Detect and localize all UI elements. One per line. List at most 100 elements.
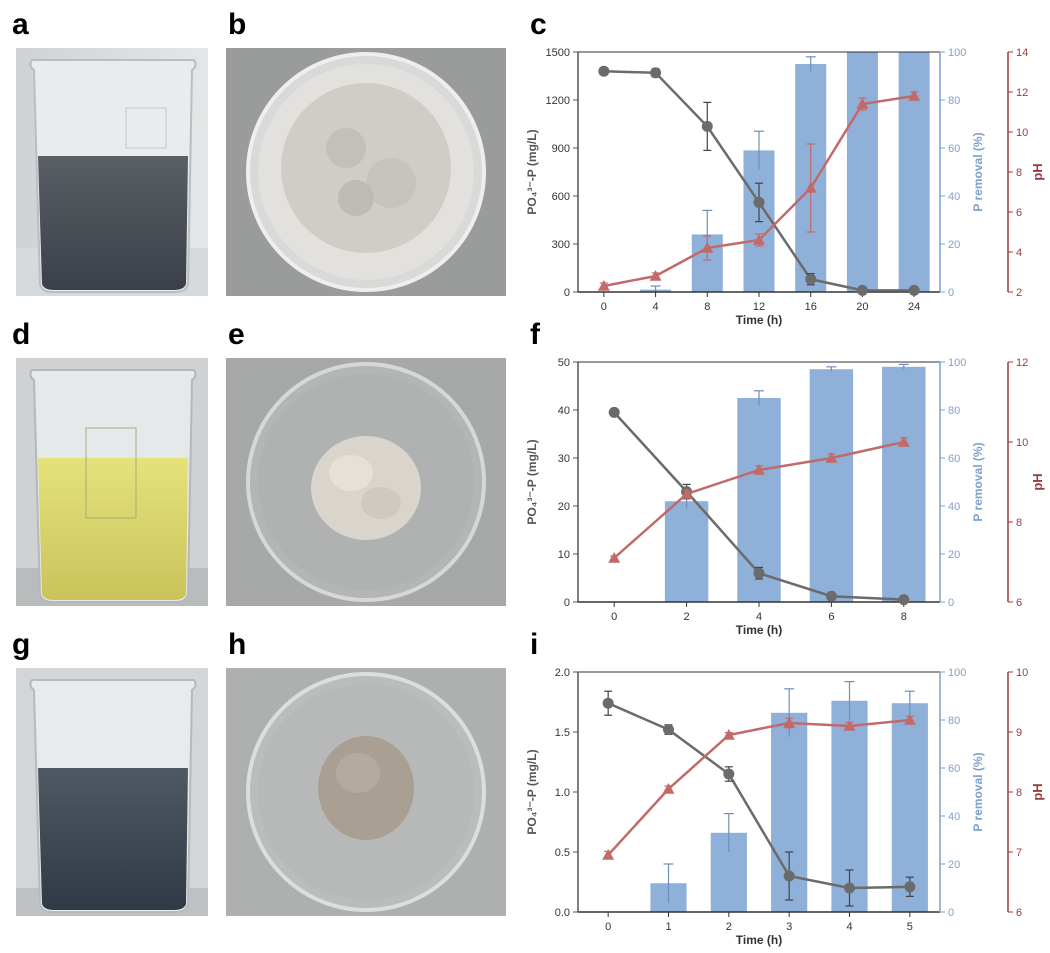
x-tick-label-2: 2 [726, 921, 732, 933]
phosphate-point-1 [663, 724, 674, 736]
left-tick-label-4: 40 [558, 405, 570, 417]
right1-tick-label-1: 20 [948, 239, 960, 251]
ph-point-3 [753, 234, 765, 245]
right1-tick-label-2: 40 [948, 811, 960, 823]
bar-removal-6 [898, 52, 930, 292]
phosphate-point-4 [844, 882, 855, 894]
right1-tick-label-2: 40 [948, 501, 960, 513]
ph-point-0 [602, 849, 615, 860]
phosphate-point-3 [753, 196, 765, 208]
left-tick-label-3: 900 [552, 143, 570, 155]
left-tick-label-2: 600 [552, 191, 570, 203]
right1-tick-label-5: 100 [948, 667, 966, 679]
right2-tick-label-1: 4 [1016, 247, 1022, 259]
ph-point-2 [753, 464, 765, 475]
x-tick-label-3: 6 [828, 611, 834, 623]
y-axis-label-ph: pH [1030, 783, 1045, 800]
chart-panel-i: 0.0 0.5 1.0 1.5 2.0 0 20 40 60 80 100 6 7 8 9 10 0 1 2 3 4 5 T… [520, 660, 1050, 950]
x-tick-label-1: 2 [684, 611, 690, 623]
ph-point-0 [608, 552, 621, 563]
bar-removal-5 [846, 52, 878, 292]
ph-point-5 [903, 714, 916, 725]
ph-point-4 [897, 436, 910, 447]
phosphate-line [607, 702, 910, 890]
panel-letter-c: c [530, 8, 547, 41]
phosphate-point-4 [898, 594, 910, 606]
right2-tick-label-3: 9 [1016, 727, 1022, 739]
right1-tick-label-2: 40 [948, 191, 960, 203]
phosphate-point-2 [701, 120, 713, 132]
x-tick-label-5: 5 [907, 921, 913, 933]
left-tick-label-2: 20 [558, 501, 570, 513]
left-tick-label-4: 2.0 [555, 667, 570, 679]
right2-tick-label-0: 6 [1016, 597, 1022, 609]
left-tick-label-1: 10 [558, 549, 570, 561]
x-tick-label-3: 12 [753, 301, 765, 313]
chart-svg-f: 0 10 20 30 40 50 0 20 40 60 80 100 6 8 10 12 0 2 4 6 8 Time (… [525, 357, 1045, 637]
ph-line [607, 718, 910, 856]
right2-tick-label-2: 6 [1016, 207, 1022, 219]
right1-tick-label-4: 80 [948, 715, 960, 727]
phosphate-point-4 [805, 273, 817, 285]
phosphate-point-5 [904, 881, 916, 893]
x-tick-label-6: 24 [908, 301, 920, 313]
left-tick-label-1: 300 [552, 239, 570, 251]
photo-petri-dish-granules-e [226, 358, 506, 606]
ph-point-1 [680, 488, 693, 499]
x-tick-label-4: 16 [805, 301, 817, 313]
panel-letter-i: i [530, 628, 539, 661]
x-tick-label-0: 0 [611, 611, 617, 623]
left-tick-label-0: 0 [564, 597, 570, 609]
left-tick-label-2: 1.0 [555, 787, 570, 799]
photo-petri-dish-grey-powder-h [226, 668, 506, 916]
bar-removal-3 [809, 369, 854, 602]
y-axis-label-removal: P removal (%) [971, 132, 985, 211]
right1-tick-label-3: 60 [948, 453, 960, 465]
phosphate-point-0 [598, 65, 610, 77]
x-tick-label-0: 0 [605, 921, 611, 933]
ph-point-3 [825, 452, 838, 463]
phosphate-point-0 [608, 406, 620, 418]
right1-tick-label-1: 20 [948, 859, 960, 871]
right2-tick-label-6: 14 [1016, 47, 1028, 59]
panel-letter-a: a [12, 8, 29, 41]
left-tick-label-5: 1500 [546, 47, 570, 59]
chart-svg-c: 0300600900120015000204060801002468101214… [525, 47, 1045, 327]
x-axis-label: Time (h) [736, 933, 782, 947]
right2-tick-label-2: 10 [1016, 437, 1028, 449]
ph-point-1 [662, 783, 675, 794]
right1-tick-label-5: 100 [948, 47, 966, 59]
right2-tick-label-1: 8 [1016, 517, 1022, 529]
ph-point-5 [856, 98, 869, 109]
right1-tick-label-1: 20 [948, 549, 960, 561]
right2-tick-label-0: 2 [1016, 287, 1022, 299]
phosphate-point-3 [783, 870, 795, 882]
panel-letter-b: b [228, 8, 247, 41]
left-tick-label-1: 0.5 [555, 847, 570, 859]
left-tick-label-0: 0 [564, 287, 570, 299]
ph-point-2 [722, 729, 735, 740]
ph-point-2 [701, 242, 714, 253]
right2-tick-label-4: 10 [1016, 127, 1028, 139]
phosphate-point-3 [825, 590, 837, 602]
x-tick-label-1: 1 [665, 921, 671, 933]
x-tick-label-5: 20 [856, 301, 868, 313]
x-tick-label-2: 4 [756, 611, 762, 623]
photo-beaker-dark-liquid-g [16, 668, 208, 916]
chart-panel-f: 0 10 20 30 40 50 0 20 40 60 80 100 6 8 10 12 0 2 4 6 8 Time (… [520, 350, 1050, 640]
right2-tick-label-2: 8 [1016, 787, 1022, 799]
bar-removal-4 [882, 366, 926, 602]
left-tick-label-3: 30 [558, 453, 570, 465]
y-axis-label-ph: pH [1030, 473, 1045, 490]
right1-tick-label-4: 80 [948, 405, 960, 417]
right1-tick-label-0: 0 [948, 597, 954, 609]
x-tick-label-0: 0 [601, 301, 607, 313]
right1-tick-label-0: 0 [948, 287, 954, 299]
panel-letter-h: h [228, 628, 247, 661]
left-tick-label-3: 1.5 [555, 727, 570, 739]
y-axis-label-left: PO₄³⁻-P (mg/L) [525, 129, 539, 214]
panel-letter-g: g [12, 628, 31, 661]
ph-point-0 [597, 280, 610, 291]
right2-tick-label-5: 12 [1016, 87, 1028, 99]
